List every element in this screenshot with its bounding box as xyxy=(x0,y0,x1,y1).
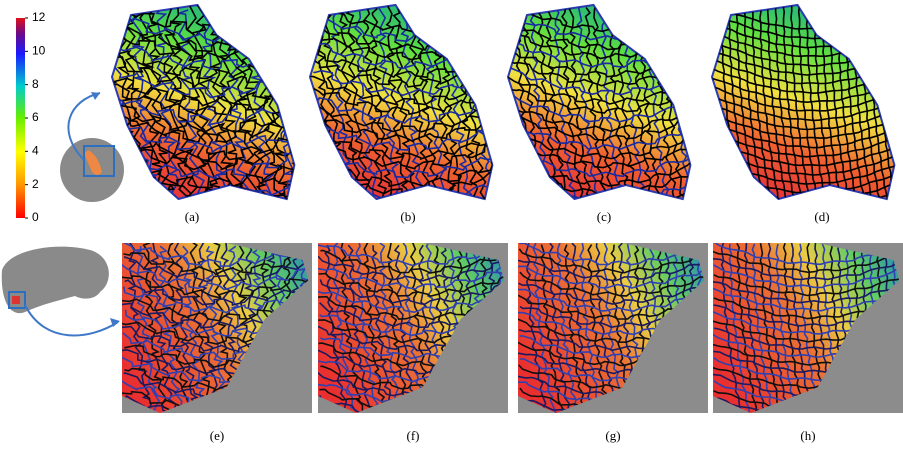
tick-label: 12 xyxy=(32,10,46,24)
tick-label: 8 xyxy=(32,77,39,91)
tick-label: 6 xyxy=(32,110,39,124)
panel-label: (h) xyxy=(800,428,815,443)
panel-label: (e) xyxy=(210,428,224,443)
grid-curve xyxy=(712,205,902,230)
grid-curve xyxy=(892,5,903,206)
tick-label: 2 xyxy=(32,177,39,191)
grid-curve xyxy=(487,9,513,207)
grid-curve xyxy=(713,196,903,220)
panel-label: (f) xyxy=(407,428,420,443)
tick-label: 10 xyxy=(32,44,46,58)
panel-label: (a) xyxy=(185,209,199,224)
tick-label: 4 xyxy=(32,144,39,158)
colorbar: 0 2 4 6 8 10 12 xyxy=(16,10,46,224)
panel-label: (b) xyxy=(400,209,415,224)
figure: 0 2 4 6 8 10 12 (a) (b) (c) (d) (e) (f) (g) (h) xyxy=(0,0,903,452)
panel-label: (g) xyxy=(605,428,620,443)
colorbar-gradient xyxy=(16,18,25,218)
region-icon xyxy=(12,296,20,304)
tick-label: 0 xyxy=(32,210,39,224)
panel-label: (d) xyxy=(814,209,829,224)
arrow xyxy=(25,305,118,335)
grid-curve xyxy=(108,193,298,224)
grid-curve xyxy=(115,203,305,234)
panel-label: (c) xyxy=(597,209,611,224)
